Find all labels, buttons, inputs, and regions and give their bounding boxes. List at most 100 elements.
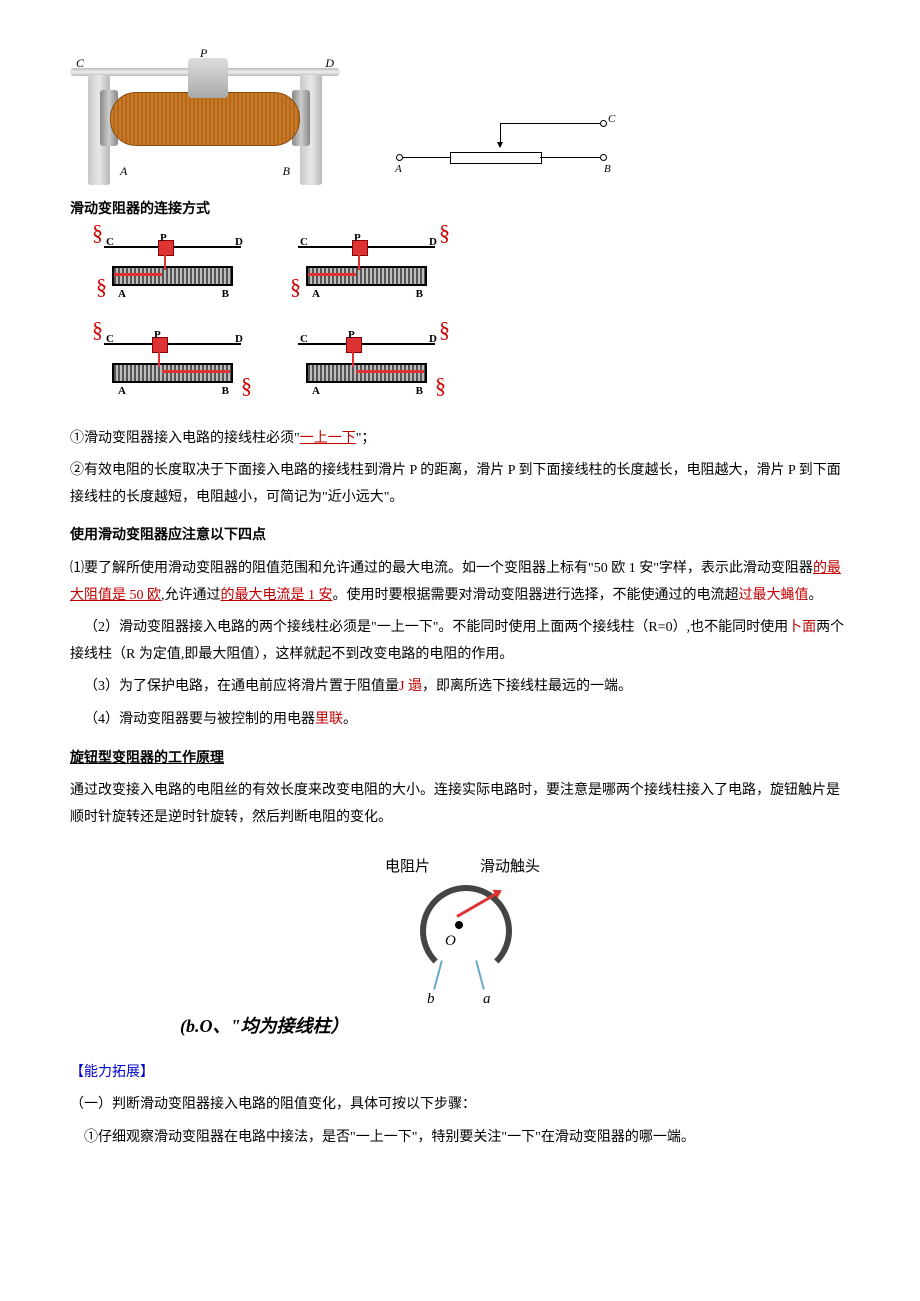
heading-rotary: 旋钮型变阻器的工作原理 <box>70 744 850 771</box>
conn1-squiggle-tl: § <box>92 226 100 240</box>
conn4-topwire <box>298 343 435 345</box>
rotary-center-label: O <box>445 927 456 956</box>
heading-connection: 滑动变阻器的连接方式 <box>70 195 850 222</box>
conn3-resistor <box>112 363 233 383</box>
symbol-label-c: C <box>608 109 615 130</box>
prec1-c: ,允许通过 <box>161 588 221 603</box>
conn2-b: B <box>416 284 423 305</box>
conn1-active <box>114 273 162 276</box>
conn3-topwire <box>104 343 241 345</box>
conn2-squiggle-tr: § <box>439 226 447 240</box>
conn3-d: D <box>235 329 243 350</box>
conn4-squiggle-tr: § <box>439 323 447 337</box>
top-figure-row: C D A B P C A B <box>70 50 850 185</box>
symbol-arrow <box>500 123 501 147</box>
precaution-2: （2）滑动变阻器接入电路的两个接线柱必须是"一上一下"。不能同时使用上面两个接线… <box>70 615 850 668</box>
conn1-d: D <box>235 232 243 253</box>
conn4-d: D <box>429 329 437 350</box>
label-c: C <box>76 52 84 75</box>
prec1-f: 过最大蝇值 <box>739 588 809 603</box>
label-d: D <box>325 52 334 75</box>
conn4-active <box>356 370 424 373</box>
para-rule-1: ①滑动变阻器接入电路的接线柱必须"一上一下"； <box>70 426 850 453</box>
step-1: ①仔细观察滑动变阻器在电路中接法，是否"一上一下"，特别要关注"一下"在滑动变阻… <box>70 1125 850 1152</box>
conn4-p: P <box>348 325 355 346</box>
rotary-diagram: 电阻片 滑动触头 O b a <box>345 845 575 1005</box>
conn4-b: B <box>416 381 423 402</box>
conn-diagram-4: § § C D A B P <box>284 327 449 412</box>
conn3-a: A <box>118 381 126 402</box>
prec4-b: 里联 <box>315 712 343 727</box>
symbol-wire-left <box>400 157 450 158</box>
rotary-label-resistor: 电阻片 <box>385 853 430 882</box>
prec1-e: 。使用时要根据需要对滑动变阻器进行选择，不能使通过的电流超 <box>333 588 739 603</box>
conn1-resistor <box>112 266 233 286</box>
symbol-resistor-box <box>450 152 542 164</box>
prec1-d: 的最大电流是 1 安 <box>221 588 333 603</box>
conn2-p: P <box>354 228 361 249</box>
conn2-d: D <box>429 232 437 253</box>
prec2-a: （2）滑动变阻器接入电路的两个接线柱必须是"一上一下"。不能同时使用上面两个接线… <box>84 620 788 635</box>
heading-precautions: 使用滑动变阻器应注意以下四点 <box>70 521 850 548</box>
conn2-resistor <box>306 266 427 286</box>
rheostat-slider <box>188 58 228 98</box>
conn3-b: B <box>222 381 229 402</box>
conn3-squiggle-br: § <box>241 379 249 393</box>
rotary-term-b: b <box>427 985 435 1014</box>
prec2-b: 卜面 <box>788 620 816 635</box>
rotary-term-a: a <box>483 985 491 1014</box>
p1-link: 一上一下 <box>300 431 356 446</box>
symbol-label-a: A <box>395 159 402 180</box>
p1-post: "； <box>356 431 376 446</box>
label-a: A <box>120 160 127 183</box>
conn4-c: C <box>300 329 308 350</box>
prec1-a: ⑴要了解所使用滑动变阻器的阻值范围和允许通过的最大电流。如一个变阻器上标有"50… <box>70 561 813 576</box>
conn1-a: A <box>118 284 126 305</box>
symbol-wire-right <box>540 157 600 158</box>
rotary-caption: (b.O、"均为接线柱） <box>180 1009 850 1043</box>
conn2-c: C <box>300 232 308 253</box>
prec4-a: （4）滑动变阻器要与被控制的用电器 <box>84 712 315 727</box>
conn1-b: B <box>222 284 229 305</box>
precaution-4: （4）滑动变阻器要与被控制的用电器里联。 <box>70 707 850 734</box>
prec4-c: 。 <box>343 712 357 727</box>
para-rule-2: ②有效电阻的长度取决于下面接入电路的接线柱到滑片 P 的距离，滑片 P 到下面接… <box>70 458 850 511</box>
rotary-label-slider: 滑动触头 <box>480 853 540 882</box>
conn3-c: C <box>106 329 114 350</box>
conn1-c: C <box>106 232 114 253</box>
ability-heading: 【能力拓展】 <box>70 1060 850 1087</box>
conn2-a: A <box>312 284 320 305</box>
conn4-resistor <box>306 363 427 383</box>
conn3-p: P <box>154 325 161 346</box>
symbol-terminal-c <box>600 120 607 127</box>
symbol-label-b: B <box>604 159 611 180</box>
conn-diagram-2: § § C D A B P <box>284 230 449 315</box>
prec3-a: （3）为了保护电路，在通电前应将滑片置于阻值量 <box>84 679 399 694</box>
conn2-squiggle-bl: § <box>290 280 298 294</box>
rheostat-photo: C D A B P <box>70 50 340 185</box>
conn3-squiggle-tl: § <box>92 323 100 337</box>
conn1-squiggle-bl: § <box>96 280 104 294</box>
precaution-3: （3）为了保护电路，在通电前应将滑片置于阻值量J 遢，即离所选下接线柱最远的一端… <box>70 674 850 701</box>
conn4-squiggle-br: § <box>435 379 443 393</box>
conn3-active <box>162 370 230 373</box>
step-intro: （一）判断滑动变阻器接入电路的阻值变化，具体可按以下步骤： <box>70 1092 850 1119</box>
label-p: P <box>200 42 207 65</box>
p1-pre: ①滑动变阻器接入电路的接线柱必须" <box>70 431 300 446</box>
prec1-g: 。 <box>809 588 823 603</box>
conn-diagram-1: § § C D A B P <box>90 230 255 315</box>
conn-diagram-3: § § C D A B P <box>90 327 255 412</box>
conn4-a: A <box>312 381 320 402</box>
symbol-wire-top <box>500 123 600 124</box>
rotary-ring <box>420 885 512 977</box>
conn2-active <box>308 273 356 276</box>
prec3-b: J 遢 <box>399 679 422 694</box>
connection-diagrams: § § C D A B P § § C D A B P § § C D A B … <box>90 230 850 412</box>
rotary-paragraph: 通过改变接入电路的电阻丝的有效长度来改变电阻的大小。连接实际电路时，要注意是哪两… <box>70 778 850 831</box>
precaution-1: ⑴要了解所使用滑动变阻器的阻值范围和允许通过的最大电流。如一个变阻器上标有"50… <box>70 556 850 609</box>
label-b: B <box>283 160 290 183</box>
rheostat-coil <box>110 92 300 146</box>
conn1-p: P <box>160 228 167 249</box>
prec3-c: ，即离所选下接线柱最远的一端。 <box>422 679 632 694</box>
rheostat-symbol: C A B <box>400 115 610 185</box>
